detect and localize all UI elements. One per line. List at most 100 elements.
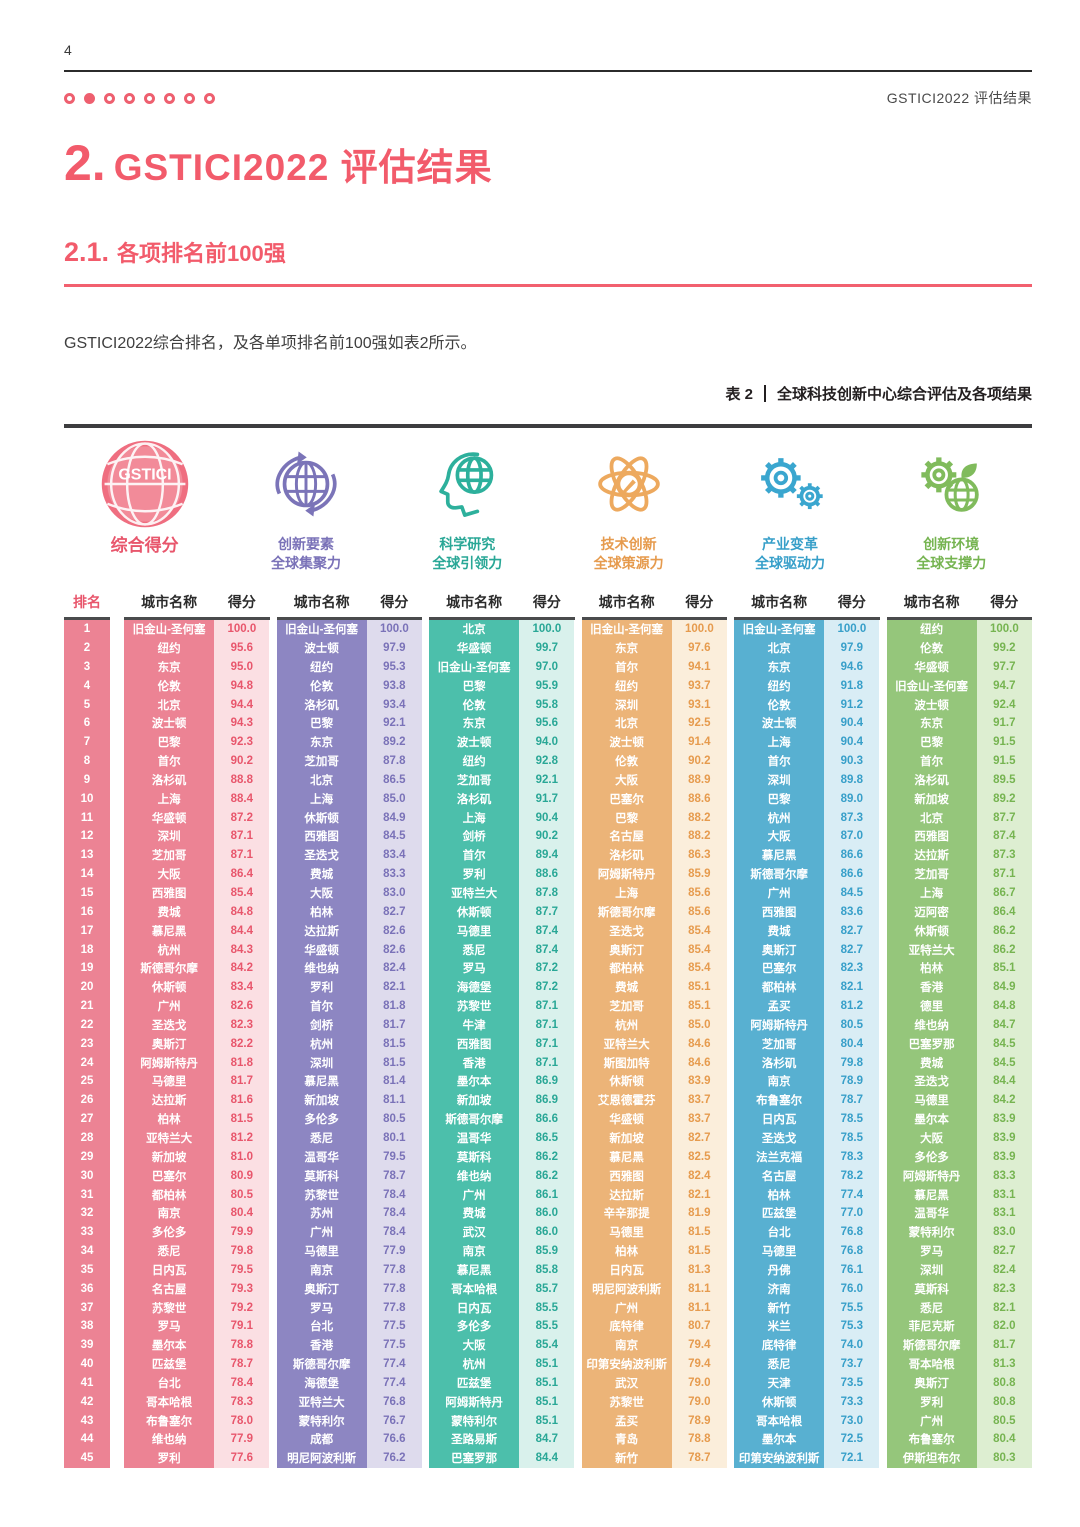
city-cell: 慕尼黑 [304, 1076, 339, 1089]
rank-cell: 8 [83, 755, 91, 768]
city-cell: 首尔 [920, 756, 944, 769]
city-cell: 首尔 [615, 661, 639, 674]
score-cell: 76.0 [840, 1282, 864, 1295]
subsection-title: 2.1. 各项排名前100强 [64, 236, 1032, 268]
thead-pair: 城市名称 得分 [124, 592, 270, 612]
score-cell: 87.7 [993, 811, 1016, 824]
score-cell: 89.4 [535, 849, 559, 862]
city-cell: 奥斯汀 [609, 944, 644, 957]
progress-dot [164, 92, 175, 104]
score-header: 得分 [837, 593, 866, 610]
city-header: 城市名称 [598, 593, 655, 610]
score-cell: 79.8 [230, 1245, 254, 1258]
score-subcolumn: 100.0 95.6 95.0 94.8 94.4 94.3 92.3 90.2 88.8 88.… [214, 619, 270, 1468]
city-cell: 慕尼黑 [914, 1189, 949, 1202]
score-cell: 85.4 [688, 962, 711, 975]
score-cell: 84.6 [688, 1037, 711, 1050]
rank-cell: 45 [80, 1452, 94, 1465]
score-cell: 82.6 [383, 924, 406, 937]
city-cell: 台北 [310, 1321, 334, 1334]
rank-cell: 5 [83, 698, 91, 711]
score-cell: 83.0 [993, 1226, 1016, 1239]
city-cell: 济南 [767, 1283, 791, 1296]
city-cell: 马德里 [151, 1076, 187, 1089]
score-cell: 79.4 [688, 1339, 711, 1352]
city-cell: 底特律 [609, 1321, 644, 1334]
score-cell: 94.4 [230, 698, 254, 711]
city-cell: 维也纳 [914, 1019, 949, 1032]
score-cell: 76.7 [383, 1414, 406, 1427]
city-cell: 芝加哥 [761, 1038, 797, 1051]
score-cell: 77.4 [383, 1376, 406, 1389]
city-cell: 圣路易斯 [451, 1434, 498, 1447]
body-paragraph: GSTICI2022综合排名，及各单项排名前100强如表2所示。 [64, 335, 477, 352]
score-cell: 90.4 [535, 811, 559, 824]
city-cell: 首尔 [157, 756, 181, 769]
score-cell: 82.7 [840, 943, 864, 956]
city-cell: 休斯顿 [914, 925, 949, 938]
score-cell: 81.7 [383, 1018, 406, 1031]
score-cell: 94.3 [230, 717, 254, 730]
score-cell: 82.2 [230, 1037, 254, 1050]
city-cell: 首尔 [767, 756, 791, 769]
city-header: 城市名称 [751, 593, 808, 610]
score-cell: 82.4 [993, 1263, 1016, 1276]
score-cell: 92.1 [383, 717, 406, 730]
city-cell: 东京 [462, 718, 486, 731]
city-cell: 波士顿 [914, 699, 949, 712]
city-cell: 旧金山-圣何塞 [285, 624, 359, 637]
score-cell: 85.1 [688, 1000, 711, 1013]
city-cell: 武汉 [462, 1227, 486, 1240]
score-cell: 86.0 [535, 1226, 559, 1239]
city-cell: 慕尼黑 [151, 925, 187, 938]
thead-pair: 城市名称 得分 [887, 592, 1033, 612]
score-cell: 81.0 [230, 1150, 254, 1163]
score-cell: 82.6 [230, 1000, 254, 1013]
city-cell: 休斯顿 [761, 1396, 797, 1409]
city-cell: 西雅图 [914, 831, 949, 844]
score-cell: 86.9 [535, 1094, 559, 1107]
score-cell: 82.1 [840, 981, 864, 994]
rank-cell: 25 [80, 1075, 94, 1088]
city-cell: 奥斯汀 [151, 1038, 187, 1051]
city-header: 城市名称 [446, 593, 503, 610]
score-cell: 81.4 [383, 1075, 406, 1088]
score-cell: 73.7 [840, 1358, 864, 1371]
score-cell: 91.4 [688, 736, 711, 749]
rank-cell: 33 [80, 1226, 94, 1239]
rank-cell: 20 [80, 981, 94, 994]
score-cell: 77.8 [383, 1282, 406, 1295]
score-cell: 99.2 [993, 642, 1016, 655]
city-cell: 旧金山-圣何塞 [590, 624, 664, 637]
rank-cell: 30 [80, 1169, 94, 1182]
city-cell: 大阪 [462, 1340, 486, 1353]
score-cell: 78.5 [840, 1131, 864, 1144]
score-cell: 86.6 [840, 849, 864, 862]
city-cell: 柏林 [157, 1114, 181, 1127]
score-cell: 72.1 [840, 1452, 864, 1465]
city-cell: 洛杉矶 [456, 793, 492, 806]
score-cell: 76.2 [383, 1452, 406, 1465]
city-cell: 西雅图 [304, 831, 339, 844]
city-cell: 菲尼克斯 [908, 1321, 955, 1334]
score-cell: 75.5 [840, 1301, 864, 1314]
subsection-number: 2.1. [64, 237, 110, 267]
score-column-pair: 旧金山-圣何塞 东京 首尔 纽约 深圳 北京 波士顿 伦敦 大阪 巴塞尔 巴黎 名古屋 洛杉矶 阿姆斯特丹… [581, 616, 727, 1468]
city-cell: 北京 [767, 643, 791, 656]
city-cell: 苏黎世 [151, 1302, 187, 1315]
score-cell: 77.4 [840, 1188, 864, 1201]
score-cell: 78.7 [383, 1169, 406, 1182]
city-cell: 多伦多 [456, 1321, 492, 1334]
score-cell: 73.3 [840, 1395, 864, 1408]
city-cell: 阿姆斯特丹 [750, 1019, 808, 1032]
score-cell: 95.8 [535, 698, 559, 711]
city-cell: 芝加哥 [151, 850, 187, 863]
thead-pair: 城市名称 得分 [277, 592, 423, 612]
score-cell: 84.4 [993, 1075, 1016, 1088]
rank-cell: 38 [80, 1320, 94, 1333]
score-cell: 85.6 [688, 887, 711, 900]
city-cell: 斯德哥尔摩 [597, 906, 656, 919]
score-column-pair: 北京 华盛顿 旧金山-圣何塞 巴黎 伦敦 东京 波士顿 纽约 芝加哥 洛杉矶 上海 剑桥 首尔 罗利 亚特兰… [429, 616, 575, 1468]
city-cell: 西雅图 [609, 1170, 644, 1183]
city-cell: 哥本哈根 [146, 1396, 193, 1409]
